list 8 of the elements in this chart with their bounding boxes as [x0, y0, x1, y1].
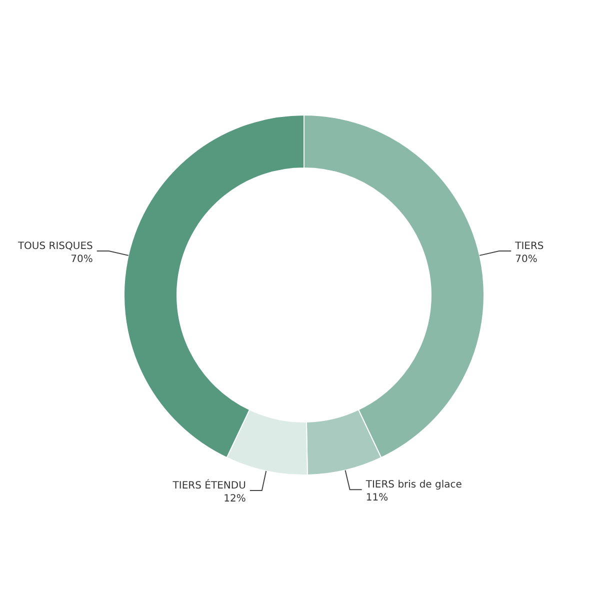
slice-label: TOUS RISQUES [16, 241, 93, 252]
slice-label: TIERS ÉTENDU [172, 478, 246, 492]
data-label: 12% [224, 494, 246, 505]
data-label: 70% [70, 254, 93, 266]
data-label: 11% [366, 492, 388, 504]
data-label: 70% [515, 254, 538, 266]
slice-label: TIERS bris de glace [364, 480, 462, 491]
slice-label: TIERS [514, 241, 544, 252]
